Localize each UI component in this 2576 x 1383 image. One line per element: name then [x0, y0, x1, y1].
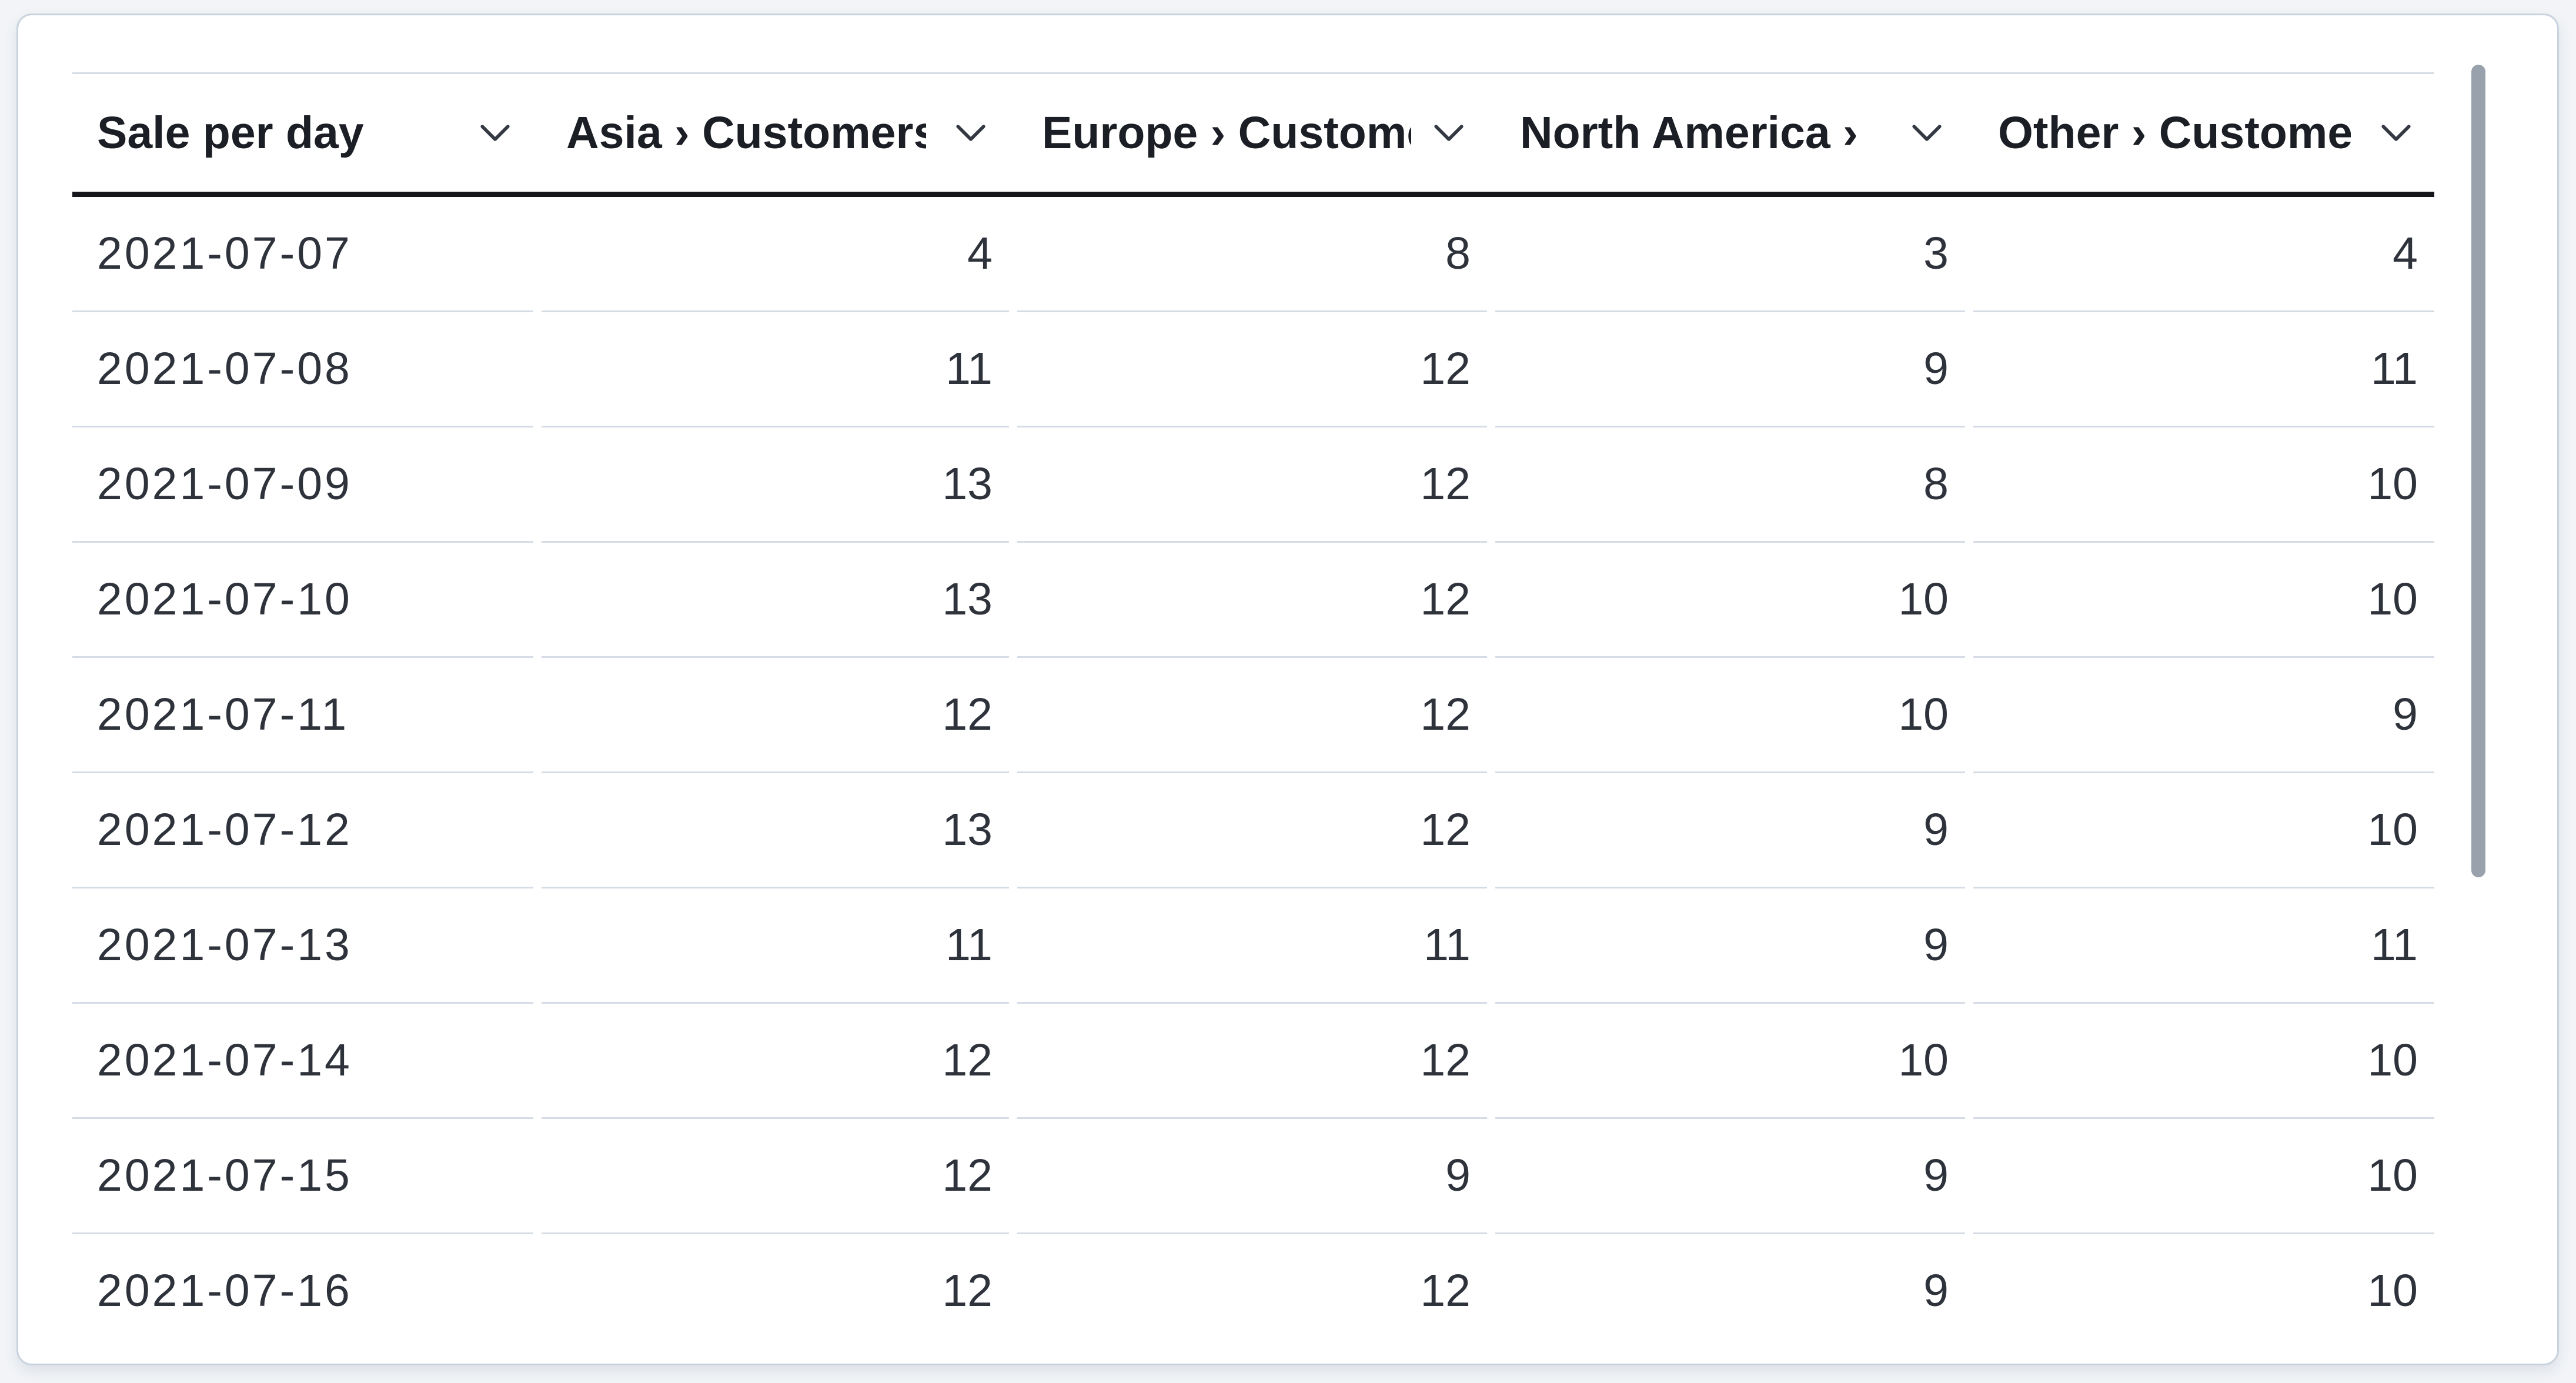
column-header-other-customers[interactable]: Other › Customers [1973, 74, 2434, 192]
value-cell-europe: 12 [1017, 1004, 1487, 1119]
chevron-down-icon[interactable] [1432, 121, 1466, 145]
table-card: Sale per day Asia › Customers Europe › C… [16, 14, 2559, 1365]
chevron-down-icon[interactable] [478, 121, 512, 145]
date-cell: 2021-07-13 [72, 888, 533, 1004]
vertical-scrollbar-thumb[interactable] [2471, 65, 2485, 877]
table-row: 2021-07-16 12 12 9 10 [72, 1234, 2434, 1312]
value-cell-other: 10 [1973, 773, 2434, 888]
table-row: 2021-07-14 12 12 10 10 [72, 1004, 2434, 1119]
value-cell-asia: 13 [542, 543, 1009, 658]
column-header-asia-customers[interactable]: Asia › Customers [542, 74, 1009, 192]
value-cell-europe: 12 [1017, 427, 1487, 543]
date-cell: 2021-07-07 [72, 197, 533, 312]
value-cell-europe: 8 [1017, 197, 1487, 312]
value-cell-europe: 12 [1017, 658, 1487, 773]
column-header-sale-per-day[interactable]: Sale per day [72, 74, 533, 192]
column-header-label: Sale per day [97, 107, 364, 158]
date-cell: 2021-07-09 [72, 427, 533, 543]
table-body: 2021-07-07 4 8 3 4 2021-07-08 11 12 9 11… [72, 197, 2434, 1312]
table-row: 2021-07-11 12 12 10 9 [72, 658, 2434, 773]
value-cell-other: 11 [1973, 312, 2434, 427]
table-row: 2021-07-12 13 12 9 10 [72, 773, 2434, 888]
column-header-label: Other › Customers [1998, 107, 2351, 158]
value-cell-asia: 12 [542, 1234, 1009, 1312]
value-cell-north-america: 9 [1495, 773, 1965, 888]
column-header-north-america-customers[interactable]: North America › Customers [1495, 74, 1965, 192]
table-row: 2021-07-13 11 11 9 11 [72, 888, 2434, 1004]
column-header-label: North America › Customers [1520, 107, 1870, 158]
table-row: 2021-07-10 13 12 10 10 [72, 543, 2434, 658]
value-cell-other: 10 [1973, 1234, 2434, 1312]
value-cell-europe: 9 [1017, 1119, 1487, 1234]
value-cell-north-america: 10 [1495, 658, 1965, 773]
value-cell-other: 10 [1973, 543, 2434, 658]
column-header-label: Asia › Customers [566, 107, 926, 158]
table-row: 2021-07-09 13 12 8 10 [72, 427, 2434, 543]
date-cell: 2021-07-14 [72, 1004, 533, 1119]
value-cell-asia: 4 [542, 197, 1009, 312]
value-cell-north-america: 10 [1495, 543, 1965, 658]
value-cell-europe: 12 [1017, 543, 1487, 658]
table-row: 2021-07-07 4 8 3 4 [72, 197, 2434, 312]
value-cell-other: 9 [1973, 658, 2434, 773]
value-cell-north-america: 10 [1495, 1004, 1965, 1119]
value-cell-north-america: 9 [1495, 1234, 1965, 1312]
column-header-europe-customers[interactable]: Europe › Customers [1017, 74, 1487, 192]
value-cell-europe: 12 [1017, 312, 1487, 427]
value-cell-asia: 12 [542, 658, 1009, 773]
column-header-label: Europe › Customers [1042, 107, 1411, 158]
table-header-row: Sale per day Asia › Customers Europe › C… [72, 72, 2434, 197]
value-cell-other: 10 [1973, 1004, 2434, 1119]
value-cell-north-america: 3 [1495, 197, 1965, 312]
value-cell-north-america: 9 [1495, 312, 1965, 427]
value-cell-asia: 11 [542, 312, 1009, 427]
value-cell-other: 11 [1973, 888, 2434, 1004]
table-row: 2021-07-15 12 9 9 10 [72, 1119, 2434, 1234]
date-cell: 2021-07-16 [72, 1234, 533, 1312]
date-cell: 2021-07-11 [72, 658, 533, 773]
date-cell: 2021-07-08 [72, 312, 533, 427]
value-cell-other: 10 [1973, 1119, 2434, 1234]
date-cell: 2021-07-10 [72, 543, 533, 658]
table-row: 2021-07-08 11 12 9 11 [72, 312, 2434, 427]
value-cell-north-america: 9 [1495, 888, 1965, 1004]
value-cell-north-america: 9 [1495, 1119, 1965, 1234]
value-cell-asia: 13 [542, 773, 1009, 888]
value-cell-asia: 13 [542, 427, 1009, 543]
value-cell-europe: 11 [1017, 888, 1487, 1004]
data-grid: Sale per day Asia › Customers Europe › C… [72, 72, 2434, 1312]
value-cell-asia: 11 [542, 888, 1009, 1004]
date-cell: 2021-07-15 [72, 1119, 533, 1234]
value-cell-other: 4 [1973, 197, 2434, 312]
value-cell-asia: 12 [542, 1119, 1009, 1234]
value-cell-europe: 12 [1017, 773, 1487, 888]
value-cell-north-america: 8 [1495, 427, 1965, 543]
chevron-down-icon[interactable] [954, 121, 988, 145]
value-cell-other: 10 [1973, 427, 2434, 543]
value-cell-asia: 12 [542, 1004, 1009, 1119]
date-cell: 2021-07-12 [72, 773, 533, 888]
chevron-down-icon[interactable] [1910, 121, 1944, 145]
chevron-down-icon[interactable] [2379, 121, 2413, 145]
value-cell-europe: 12 [1017, 1234, 1487, 1312]
